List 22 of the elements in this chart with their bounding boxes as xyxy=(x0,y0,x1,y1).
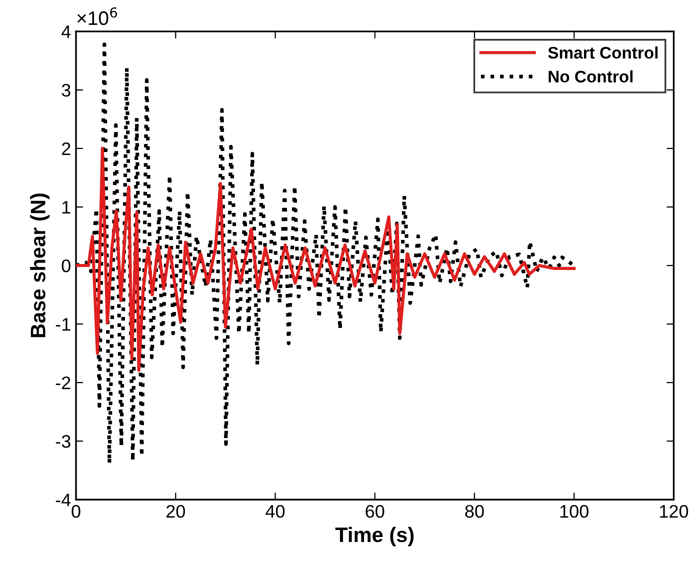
y-axis-title: Base shear (N) xyxy=(30,194,50,338)
x-tick-label: 120 xyxy=(660,504,688,518)
y-tick-label: 4 xyxy=(62,26,71,38)
y-tick-label: -3 xyxy=(56,435,70,448)
x-tick-label: 60 xyxy=(366,504,384,518)
y-tick-label: -4 xyxy=(56,494,71,506)
x-tick-label: 80 xyxy=(465,504,484,518)
x-tick-label: 0 xyxy=(72,504,80,518)
text: ×10$^{6}$ xyxy=(77,7,117,26)
x-axis-title: Time (s) xyxy=(335,526,414,546)
line-series xyxy=(76,146,576,372)
y-tick-label: -1 xyxy=(56,318,70,331)
legend-label: No Control xyxy=(548,70,633,83)
y-tick-label: 3 xyxy=(62,84,70,97)
legend-label: Smart Control xyxy=(548,46,658,59)
y-tick-label: 0 xyxy=(62,259,70,272)
x-tick-label: 20 xyxy=(166,504,185,518)
y-tick-label: -2 xyxy=(56,376,70,390)
x-tick-label: 40 xyxy=(266,504,285,518)
y-tick-label: 2 xyxy=(62,142,70,155)
y-tick-label: 1 xyxy=(62,201,70,214)
x-tick-label: 100 xyxy=(560,504,588,518)
